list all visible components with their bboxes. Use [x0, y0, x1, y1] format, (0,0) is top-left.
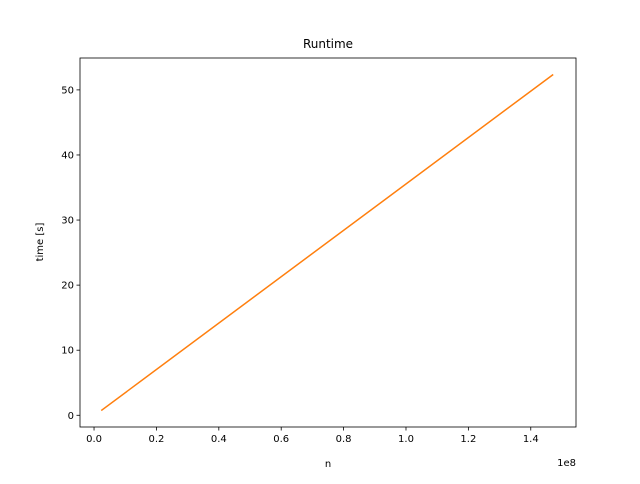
x-axis-offset-text: 1e8	[557, 458, 576, 469]
y-tick-label: 50	[61, 85, 74, 96]
series-line-runtime	[100, 73, 554, 412]
x-tick-label: 1.0	[398, 434, 414, 445]
x-tick-label: 0.6	[273, 434, 289, 445]
y-tick-label: 30	[61, 216, 74, 227]
y-tick-label: 0	[68, 411, 74, 422]
y-tick-label: 40	[61, 150, 74, 161]
x-tick-label: 0.0	[86, 434, 102, 445]
y-tick-label: 20	[61, 281, 74, 292]
x-tick-label: 1.4	[523, 434, 539, 445]
plot-area: 0.0 0.2 0.4 0.6 0.8 1.0 1.2 1.4 0 10 20 30 40 50	[61, 57, 577, 445]
x-axis-label: n	[325, 459, 331, 470]
y-axis-label: time [s]	[35, 223, 46, 262]
x-tick-label: 0.4	[211, 434, 227, 445]
axes-frame	[79, 57, 577, 428]
x-tick-label: 0.8	[336, 434, 352, 445]
y-tick-label: 10	[61, 346, 74, 357]
chart-title: Runtime	[303, 37, 353, 51]
x-tick-label: 0.2	[148, 434, 164, 445]
x-tick-label: 1.2	[460, 434, 476, 445]
